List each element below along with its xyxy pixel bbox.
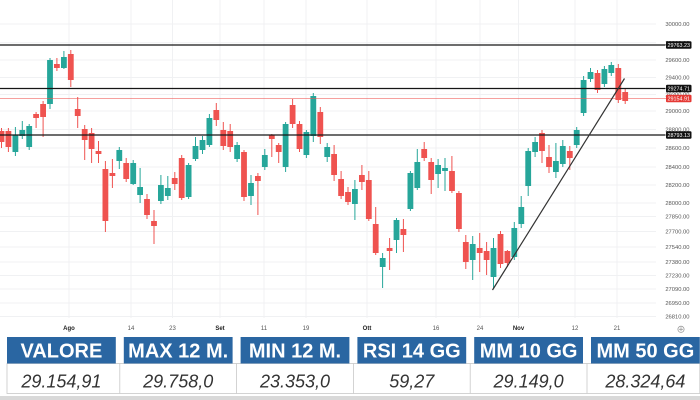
svg-text:14: 14 xyxy=(128,326,135,332)
svg-text:28.324,64: 28.324,64 xyxy=(604,372,685,392)
svg-text:26950.00: 26950.00 xyxy=(665,301,689,307)
svg-text:29400.00: 29400.00 xyxy=(665,76,689,82)
svg-text:29763.23: 29763.23 xyxy=(668,43,690,49)
svg-text:RSI 14 GG: RSI 14 GG xyxy=(363,340,461,362)
svg-text:27090.00: 27090.00 xyxy=(665,287,689,293)
svg-text:MAX 12 M.: MAX 12 M. xyxy=(128,340,228,362)
svg-text:Ott: Ott xyxy=(363,326,372,332)
svg-text:19: 19 xyxy=(303,326,310,332)
svg-text:VALORE: VALORE xyxy=(20,340,102,362)
svg-text:24: 24 xyxy=(477,326,484,332)
svg-text:28200.00: 28200.00 xyxy=(665,183,689,189)
svg-text:29600.00: 29600.00 xyxy=(665,58,689,64)
svg-text:29274.71: 29274.71 xyxy=(668,87,690,93)
svg-text:Ago: Ago xyxy=(63,326,75,332)
svg-text:MM 10 GG: MM 10 GG xyxy=(480,340,578,362)
svg-text:28793.13: 28793.13 xyxy=(668,133,690,139)
svg-text:23: 23 xyxy=(169,326,176,332)
svg-text:16: 16 xyxy=(433,326,440,332)
svg-text:27540.00: 27540.00 xyxy=(665,245,689,251)
svg-text:29154.91: 29154.91 xyxy=(668,97,690,103)
svg-text:23.353,0: 23.353,0 xyxy=(259,372,330,392)
svg-text:27230.00: 27230.00 xyxy=(665,274,689,280)
svg-text:29.758,0: 29.758,0 xyxy=(142,372,213,392)
svg-text:26810.00: 26810.00 xyxy=(665,315,689,321)
svg-text:Nov: Nov xyxy=(513,326,525,332)
svg-text:29.149,0: 29.149,0 xyxy=(493,372,564,392)
svg-text:30000.00: 30000.00 xyxy=(665,22,689,28)
svg-text:28400.00: 28400.00 xyxy=(665,165,689,171)
svg-text:11: 11 xyxy=(261,326,268,332)
svg-text:21: 21 xyxy=(614,326,621,332)
svg-text:59,27: 59,27 xyxy=(389,372,435,392)
svg-text:28600.00: 28600.00 xyxy=(665,146,689,152)
svg-text:MIN 12 M.: MIN 12 M. xyxy=(249,340,341,362)
svg-text:28000.00: 28000.00 xyxy=(665,201,689,207)
svg-text:27850.00: 27850.00 xyxy=(665,215,689,221)
svg-text:MM 50 GG: MM 50 GG xyxy=(597,340,695,362)
svg-text:28800.00: 28800.00 xyxy=(665,128,689,134)
svg-text:12: 12 xyxy=(572,326,579,332)
svg-text:Set: Set xyxy=(215,326,224,332)
svg-text:27700.00: 27700.00 xyxy=(665,230,689,236)
svg-text:27380.00: 27380.00 xyxy=(665,260,689,266)
svg-text:29.154,91: 29.154,91 xyxy=(20,372,101,392)
svg-text:29000.00: 29000.00 xyxy=(665,109,689,115)
